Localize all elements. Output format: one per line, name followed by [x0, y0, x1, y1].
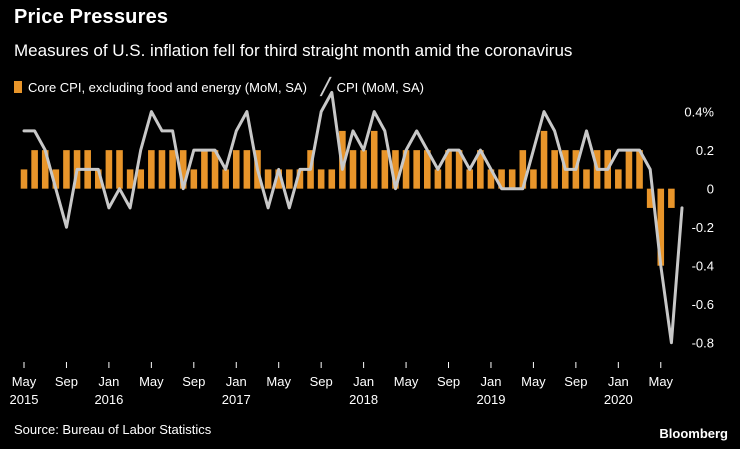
bar-core-cpi [169, 150, 176, 189]
bar-core-cpi [392, 150, 399, 189]
x-tick-year: 2018 [349, 392, 378, 407]
x-tick-year: 2016 [94, 392, 123, 407]
bar-core-cpi [52, 169, 60, 189]
bar-core-cpi [381, 150, 389, 189]
x-tick-year: 2020 [604, 392, 633, 407]
x-tick-year: 2017 [222, 392, 251, 407]
bar-core-cpi [211, 150, 219, 189]
bar-core-cpi [413, 150, 420, 189]
x-tick-label: May [266, 374, 291, 389]
x-tick-year: 2015 [10, 392, 39, 407]
bar-core-cpi [551, 150, 558, 189]
x-tick-year: 2019 [477, 392, 506, 407]
x-tick-label: May [521, 374, 546, 389]
x-tick-label: Jan [608, 374, 629, 389]
bar-core-cpi [20, 169, 28, 189]
bar-core-cpi [657, 188, 665, 266]
bar-core-cpi [275, 169, 282, 189]
x-tick-label: Jan [98, 374, 119, 389]
legend-line-label: CPI (MoM, SA) [336, 79, 424, 95]
bloomberg-logo: Bloomberg [659, 426, 728, 441]
bar-core-cpi [179, 150, 187, 189]
bar-core-cpi [328, 169, 336, 189]
x-tick-label: May [12, 374, 37, 389]
bar-core-cpi [95, 169, 102, 189]
bar-core-cpi [615, 169, 622, 189]
legend-bar-label: Core CPI, excluding food and energy (MoM… [28, 79, 307, 95]
x-tick-label: Jan [480, 374, 501, 389]
x-tick-label: Sep [564, 374, 587, 389]
bar-core-cpi [116, 150, 123, 189]
bar-core-cpi [31, 150, 38, 189]
y-tick-label: -0.8 [692, 336, 714, 351]
y-tick-label: 0.2 [696, 143, 714, 158]
bar-core-cpi [455, 150, 463, 189]
bar-core-cpi [360, 150, 367, 189]
x-tick-label: May [139, 374, 164, 389]
x-tick-label: Jan [226, 374, 247, 389]
bar-core-cpi [232, 150, 240, 189]
bar-core-cpi [583, 169, 590, 189]
x-tick-label: Sep [182, 374, 205, 389]
x-tick-label: May [394, 374, 419, 389]
y-tick-label: -0.2 [692, 220, 714, 235]
y-tick-label: -0.6 [692, 297, 714, 312]
bar-core-cpi [126, 169, 134, 189]
bar-core-cpi [402, 150, 410, 189]
bar-core-cpi [445, 150, 452, 189]
bar-core-cpi [434, 169, 442, 189]
legend: Core CPI, excluding food and energy (MoM… [14, 77, 424, 97]
y-tick-label: 0 [707, 182, 714, 197]
chart-subtitle: Measures of U.S. inflation fell for thir… [14, 41, 573, 60]
y-tick-label: 0.4% [684, 105, 714, 120]
bar-core-cpi [41, 150, 49, 189]
bar-core-cpi [530, 169, 537, 189]
bar-core-cpi [477, 150, 484, 189]
bar-core-cpi [137, 169, 145, 189]
bar-core-cpi [466, 169, 474, 189]
bar-core-cpi [519, 150, 527, 189]
x-tick-label: Sep [55, 374, 78, 389]
bar-core-cpi [148, 150, 155, 189]
bar-core-cpi [646, 188, 654, 208]
bar-core-cpi [201, 150, 208, 189]
chart-title: Price Pressures [14, 6, 169, 28]
bar-core-cpi [158, 150, 166, 189]
bar-core-cpi [498, 169, 505, 189]
source-note: Source: Bureau of Labor Statistics [14, 422, 212, 437]
bar-core-cpi [370, 130, 378, 189]
bar-core-cpi [286, 169, 293, 189]
bar-core-cpi [540, 130, 548, 189]
x-tick-label: May [648, 374, 673, 389]
bar-core-cpi [636, 150, 643, 189]
legend-line-swatch: ╱ [320, 79, 331, 96]
line-cpi [22, 90, 684, 345]
bar-core-cpi [508, 169, 516, 189]
x-tick-label: Sep [310, 374, 333, 389]
bar-core-cpi [424, 150, 431, 189]
bar-core-cpi [625, 150, 633, 189]
bar-core-cpi [296, 169, 304, 189]
bar-core-cpi [105, 150, 113, 189]
y-tick-label: -0.4 [692, 259, 714, 274]
x-tick-label: Sep [437, 374, 460, 389]
bar-core-cpi [222, 169, 229, 189]
bar-core-cpi [349, 150, 357, 189]
bar-core-cpi [487, 169, 495, 189]
legend-bar-swatch [14, 81, 22, 93]
bar-core-cpi [243, 150, 251, 189]
x-tick-label: Jan [353, 374, 374, 389]
bar-core-cpi [264, 169, 272, 189]
bar-core-cpi [317, 169, 325, 189]
bar-core-cpi [668, 188, 675, 208]
bar-core-cpi [190, 169, 198, 189]
bar-core-cpi [63, 150, 70, 189]
